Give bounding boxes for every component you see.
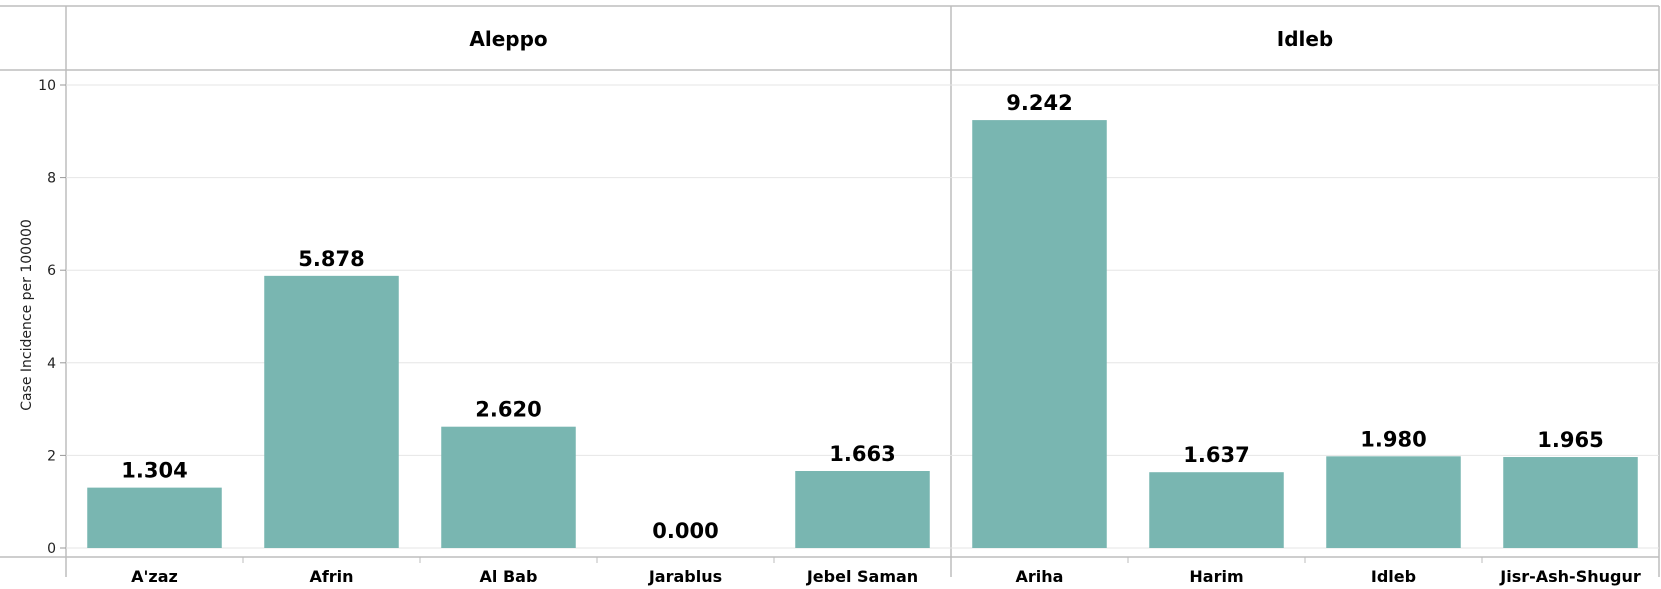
y-tick-label: 10 <box>38 78 56 94</box>
y-tick-label: 4 <box>47 356 56 372</box>
data-label: 5.878 <box>298 247 364 271</box>
bars <box>87 120 1638 548</box>
panel-title: Idleb <box>1277 27 1334 51</box>
x-tick-label: Al Bab <box>480 567 538 586</box>
chart-frame <box>0 5 1660 577</box>
x-tick-label: Harim <box>1189 567 1243 586</box>
bar <box>1149 472 1284 548</box>
y-tick-label: 0 <box>47 541 56 557</box>
data-label: 9.242 <box>1006 91 1072 115</box>
x-tick-label: Afrin <box>309 567 353 586</box>
bar <box>87 487 222 548</box>
bar <box>1326 456 1461 548</box>
bar <box>441 426 576 548</box>
bar <box>264 275 399 548</box>
bar <box>1503 457 1638 548</box>
x-tick-label: Jarablus <box>648 567 722 586</box>
x-tick-label: Jebel Saman <box>806 567 918 586</box>
data-label: 2.620 <box>475 398 541 422</box>
panel-title: Aleppo <box>469 27 547 51</box>
x-tick-label: Idleb <box>1371 567 1416 586</box>
x-tick-label: Ariha <box>1016 567 1064 586</box>
y-tick-label: 8 <box>47 171 56 187</box>
labels: 0 2 4 6 8 10 Aleppo 1.304 A'zaz 5.878 Afrin 2.620 Al… <box>38 27 1641 586</box>
y-tick-label: 6 <box>47 263 56 279</box>
data-label: 1.965 <box>1537 428 1603 452</box>
data-label: 1.980 <box>1360 427 1426 451</box>
bar <box>795 471 930 548</box>
bar <box>972 120 1107 548</box>
data-label: 1.304 <box>121 459 187 483</box>
data-label: 0.000 <box>652 519 718 543</box>
y-axis-title: Case Incidence per 100000 <box>19 219 35 411</box>
data-label: 1.637 <box>1183 443 1249 467</box>
x-tick-label: Jisr-Ash-Shugur <box>1499 567 1641 586</box>
x-tick-label: A'zaz <box>131 567 178 586</box>
data-label: 1.663 <box>829 442 895 466</box>
y-tick-label: 2 <box>47 448 56 464</box>
